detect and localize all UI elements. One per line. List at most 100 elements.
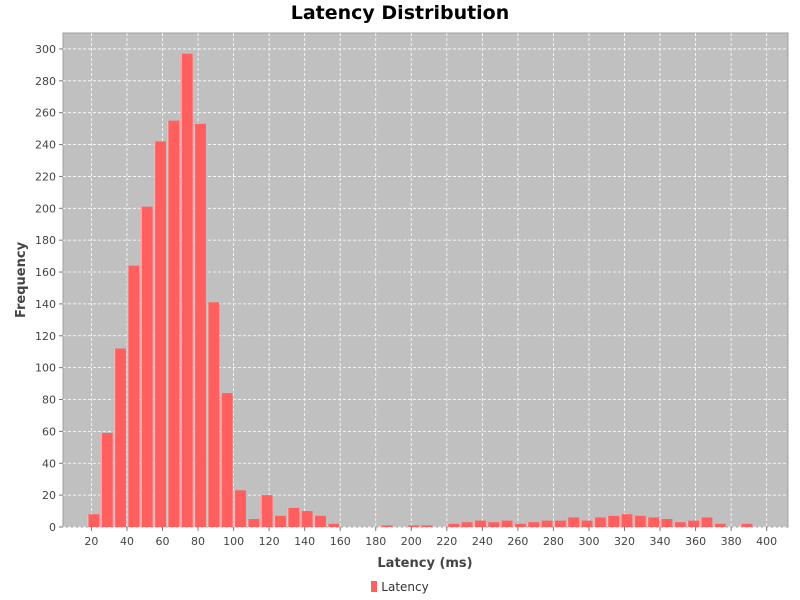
bar-fill [646,517,660,527]
bar-edge [206,302,209,527]
histogram-bar [193,123,206,527]
bar-fill [713,523,726,527]
histogram-bar [540,520,553,527]
bar-edge [566,517,569,527]
histogram-bar [553,520,566,527]
y-tick-label: 160 [35,266,56,279]
bar-edge [100,432,102,527]
bar-edge [313,515,316,527]
y-tick-label: 280 [35,75,56,88]
histogram-bar [740,523,753,527]
histogram-bar [246,519,260,527]
bar-edge [473,520,475,527]
histogram-bar [420,525,433,527]
histogram-bar [206,302,220,527]
bar-fill [446,523,460,527]
histogram-bar [633,515,646,527]
histogram-bar [513,523,526,527]
y-tick-label: 120 [35,330,56,343]
bar-fill [473,520,486,527]
y-tick-label: 60 [42,425,56,438]
histogram-bar [606,515,620,527]
x-tick-label: 180 [365,535,386,548]
histogram-bar [646,517,660,527]
bar-fill [126,265,140,527]
bar-fill [553,520,566,527]
x-tick-label: 220 [436,535,457,548]
histogram-bar [526,522,540,527]
histogram-bar [686,520,700,527]
bar-edge [646,517,649,527]
histogram-bar [113,348,126,527]
y-tick-label: 20 [42,489,56,502]
bar-fill [606,515,620,527]
histogram-bar [460,522,473,527]
bar-fill [193,123,206,527]
bar-edge [380,525,382,527]
bar-fill [633,515,646,527]
bar-fill [260,495,273,527]
y-tick-label: 180 [35,234,56,247]
x-tick-label: 380 [721,535,742,548]
histogram-bar [473,520,486,527]
bar-edge [180,53,182,528]
histogram-bar [580,520,593,527]
bar-edge [246,519,249,527]
bar-fill [233,490,246,527]
histogram-bar [86,514,100,527]
histogram-bar [126,265,140,527]
bar-fill [406,525,420,527]
bar-edge [233,490,236,527]
histogram-bar [700,517,713,527]
histogram-bar [620,514,633,527]
histogram-bar [166,120,180,527]
bar-fill [700,517,713,527]
histogram-bar [326,523,340,527]
bar-edge [140,206,142,527]
x-tick-label: 240 [472,535,493,548]
histogram-bar [380,525,393,527]
bar-edge [526,522,529,527]
histogram-bar [233,490,246,527]
bar-fill [220,393,233,527]
x-tick-label: 360 [685,535,706,548]
histogram-bar [260,495,273,527]
x-tick-label: 20 [84,535,98,548]
y-tick-label: 240 [35,139,56,152]
bar-edge [660,519,662,527]
bar-edge [286,507,289,527]
bar-fill [326,523,340,527]
bar-edge [606,515,609,527]
histogram-bar [713,523,726,527]
x-tick-label: 260 [507,535,528,548]
y-tick-label: 0 [49,521,56,534]
x-tick-label: 60 [156,535,170,548]
bar-fill [513,523,526,527]
legend-label: Latency [381,580,429,594]
y-tick-label: 260 [35,107,56,120]
bar-fill [206,302,220,527]
bar-fill [540,520,553,527]
bar-edge [126,265,129,527]
histogram-bar [593,517,606,527]
y-axis-ticks: 0 20 40 60 80 100 120 140 160 180 200 220 240 260 280 3… [35,43,63,534]
legend: Latency [0,580,800,594]
bar-edge [740,523,742,527]
bar-edge [300,511,302,527]
bar-fill [153,141,166,527]
x-tick-label: 80 [191,535,205,548]
x-tick-label: 140 [294,535,315,548]
bar-edge [86,514,89,527]
x-tick-label: 320 [614,535,635,548]
histogram-bar [300,511,313,527]
bar-fill [660,519,673,527]
histogram-bar [446,523,460,527]
x-tick-label: 100 [223,535,244,548]
bar-edge [166,120,169,527]
bar-edge [486,522,489,527]
x-tick-label: 340 [650,535,671,548]
bar-edge [540,520,542,527]
y-axis-label: Frequency [14,241,29,318]
x-axis-label: Latency (ms) [377,556,472,571]
